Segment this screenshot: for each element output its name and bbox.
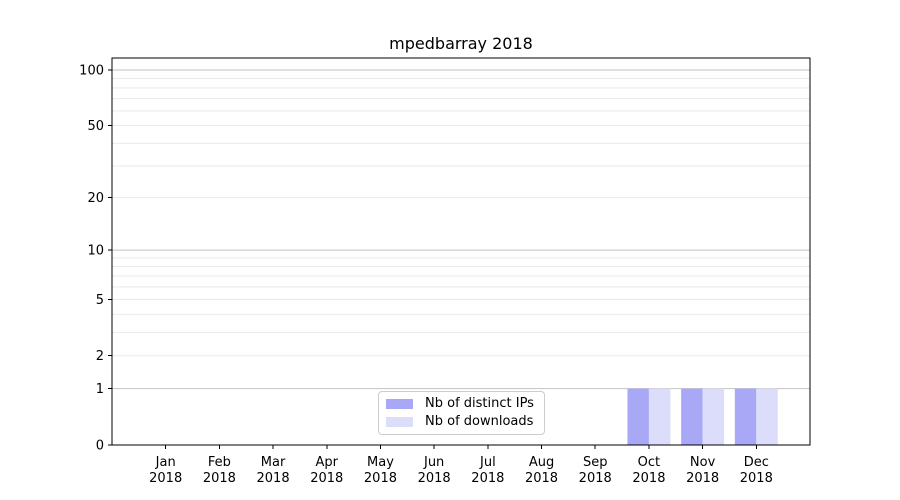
- x-tick-label-month: May: [367, 455, 394, 470]
- legend-swatch-distinct-ips-icon: [386, 399, 413, 409]
- legend: Nb of distinct IPs Nb of downloads: [378, 391, 545, 435]
- y-tick-label: 5: [96, 293, 104, 308]
- x-tick-label-year: 2018: [149, 471, 182, 486]
- x-tick-label-month: Aug: [529, 455, 554, 470]
- y-tick-label: 2: [96, 349, 104, 364]
- x-tick-label-month: Jun: [423, 455, 444, 470]
- legend-item-downloads: Nb of downloads: [386, 415, 536, 429]
- x-tick-label-year: 2018: [632, 471, 665, 486]
- x-tick-label-month: Jul: [479, 455, 496, 470]
- bar-distinct-ips-dec: [734, 388, 757, 445]
- y-tick-label: 20: [87, 191, 104, 206]
- y-tick-label: 1: [96, 382, 104, 397]
- x-tick-label-year: 2018: [471, 471, 504, 486]
- bar-distinct-ips-nov: [681, 388, 703, 445]
- x-tick-label-year: 2018: [579, 471, 612, 486]
- x-tick-label-year: 2018: [740, 471, 773, 486]
- x-tick-label-year: 2018: [686, 471, 719, 486]
- x-tick-label-month: Dec: [744, 455, 769, 470]
- legend-label-downloads: Nb of downloads: [425, 414, 534, 429]
- bars: [627, 388, 778, 445]
- y-tick-label: 100: [79, 64, 104, 79]
- chart-title: mpedbarray 2018: [389, 34, 533, 53]
- y-tick-label: 0: [96, 439, 104, 454]
- x-tick-label-month: Sep: [583, 455, 608, 470]
- bar-downloads-dec: [756, 388, 778, 445]
- x-tick-label-month: Apr: [316, 455, 339, 470]
- x-tick-label-year: 2018: [203, 471, 236, 486]
- bar-downloads-nov: [702, 388, 725, 445]
- axes: 0125102050100Jan2018Feb2018Mar2018Apr201…: [79, 57, 811, 486]
- plot-border: [111, 57, 811, 446]
- y-tick-label: 10: [87, 244, 104, 259]
- y-tick-label: 50: [87, 119, 104, 134]
- legend-swatch-downloads-icon: [386, 417, 413, 427]
- x-tick-label-month: Nov: [690, 455, 716, 470]
- x-tick-label-month: Feb: [208, 455, 231, 470]
- x-tick-label-year: 2018: [418, 471, 451, 486]
- x-tick-label-month: Oct: [638, 455, 660, 470]
- x-tick-label-month: Mar: [261, 455, 286, 470]
- x-tick-label-month: Jan: [155, 455, 176, 470]
- bar-downloads-oct: [648, 388, 671, 445]
- x-tick-label-year: 2018: [364, 471, 397, 486]
- x-tick-label-year: 2018: [257, 471, 290, 486]
- legend-item-distinct-ips: Nb of distinct IPs: [386, 397, 536, 411]
- bar-distinct-ips-oct: [627, 388, 649, 445]
- gridlines: [112, 69, 810, 390]
- legend-label-distinct-ips: Nb of distinct IPs: [425, 396, 534, 411]
- x-tick-label-year: 2018: [525, 471, 558, 486]
- x-tick-label-year: 2018: [310, 471, 343, 486]
